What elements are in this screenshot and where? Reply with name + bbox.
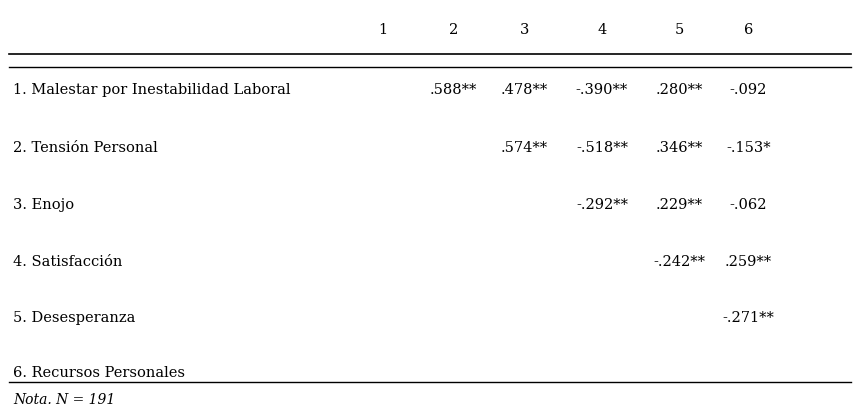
Text: 1: 1	[378, 23, 387, 37]
Text: 2. Tensión Personal: 2. Tensión Personal	[13, 141, 157, 154]
Text: 4. Satisfacción: 4. Satisfacción	[13, 254, 122, 268]
Text: 6. Recursos Personales: 6. Recursos Personales	[13, 365, 185, 379]
Text: -.390**: -.390**	[576, 83, 628, 97]
Text: 5. Desesperanza: 5. Desesperanza	[13, 310, 135, 324]
Text: .588**: .588**	[429, 83, 477, 97]
Text: 5: 5	[675, 23, 684, 37]
Text: .478**: .478**	[501, 83, 548, 97]
Text: -.271**: -.271**	[722, 310, 774, 324]
Text: -.153*: -.153*	[726, 141, 771, 154]
Text: -.062: -.062	[729, 197, 767, 211]
Text: -.518**: -.518**	[576, 141, 628, 154]
Text: -.092: -.092	[729, 83, 767, 97]
Text: .574**: .574**	[501, 141, 548, 154]
Text: -.292**: -.292**	[576, 197, 628, 211]
Text: 1. Malestar por Inestabilidad Laboral: 1. Malestar por Inestabilidad Laboral	[13, 83, 291, 97]
Text: .259**: .259**	[725, 254, 771, 268]
Text: Nota. N = 191: Nota. N = 191	[13, 392, 115, 406]
Text: 4: 4	[598, 23, 606, 37]
Text: -.242**: -.242**	[654, 254, 705, 268]
Text: 2: 2	[449, 23, 458, 37]
Text: 3. Enojo: 3. Enojo	[13, 197, 74, 211]
Text: .229**: .229**	[656, 197, 703, 211]
Text: .346**: .346**	[655, 141, 703, 154]
Text: 6: 6	[744, 23, 752, 37]
Text: .280**: .280**	[655, 83, 703, 97]
Text: 3: 3	[520, 23, 529, 37]
